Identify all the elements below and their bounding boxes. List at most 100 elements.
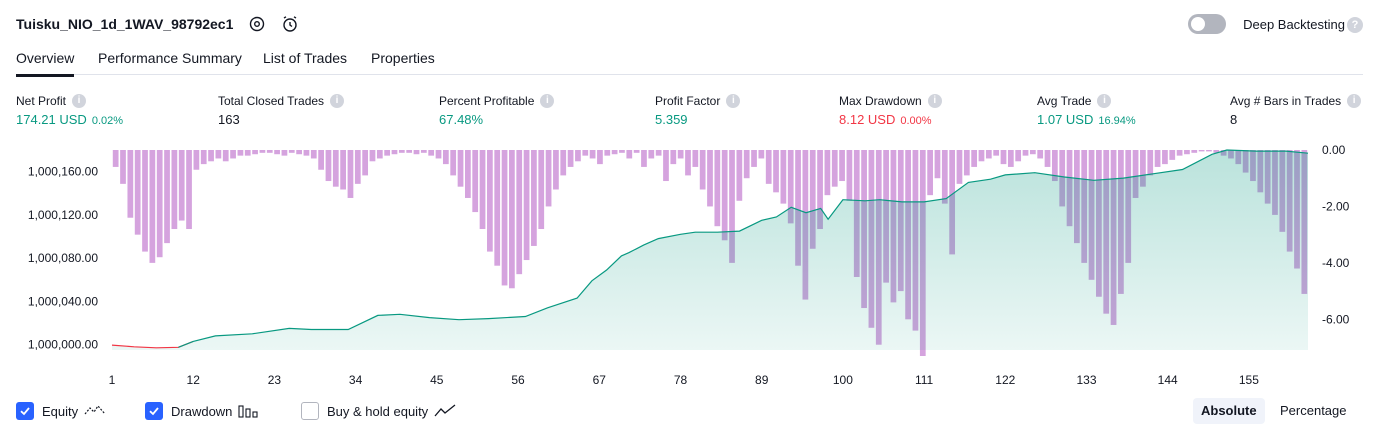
deep-backtesting-toggle[interactable] bbox=[1188, 14, 1226, 34]
stat-label: Profit Factor bbox=[655, 94, 721, 108]
strategy-title: Tuisku_NIO_1d_1WAV_98792ec1 bbox=[16, 16, 234, 32]
checkbox-unchecked-icon[interactable] bbox=[301, 402, 319, 420]
drawdown-bar bbox=[677, 150, 684, 159]
drawdown-bar bbox=[457, 150, 464, 187]
info-icon[interactable]: i bbox=[1097, 94, 1112, 108]
drawdown-bar bbox=[531, 150, 537, 246]
drawdown-bar bbox=[266, 150, 273, 153]
tab-list-of-trades[interactable]: List of Trades bbox=[263, 50, 348, 66]
stat-value: 5.359 bbox=[655, 112, 688, 127]
drawdown-bar bbox=[685, 150, 691, 176]
equity-drawdown-chart[interactable]: 1,000,000.00 1,000,040.00 1,000,080.00 1,00… bbox=[0, 140, 1379, 390]
drawdown-bar bbox=[714, 150, 721, 227]
info-icon[interactable]: i bbox=[1347, 94, 1362, 108]
drawdown-bar bbox=[1169, 150, 1176, 160]
drawdown-bar bbox=[523, 150, 530, 261]
info-icon[interactable]: i bbox=[330, 94, 345, 108]
drawdown-bar bbox=[332, 150, 339, 187]
drawdown-bar bbox=[971, 150, 978, 167]
drawdown-bar bbox=[582, 150, 589, 156]
drawdown-bar bbox=[516, 150, 523, 275]
drawdown-bar bbox=[729, 150, 735, 263]
stat-label: Avg Trade bbox=[1037, 94, 1092, 108]
drawdown-bar bbox=[442, 150, 449, 165]
drawdown-bar bbox=[927, 150, 933, 196]
settings-gear-icon[interactable] bbox=[247, 14, 267, 34]
drawdown-bar bbox=[134, 150, 141, 235]
drawdown-bar bbox=[809, 150, 816, 249]
percentage-toggle-button[interactable]: Percentage bbox=[1280, 403, 1347, 418]
left-axis-tick-label: 1,000,080.00 bbox=[28, 251, 98, 265]
tab-performance-summary[interactable]: Performance Summary bbox=[98, 50, 242, 66]
stat-label: Avg # Bars in Trades bbox=[1230, 94, 1342, 108]
drawdown-bar bbox=[127, 150, 134, 218]
drawdown-bar bbox=[230, 150, 236, 159]
x-axis-tick-label: 122 bbox=[995, 373, 1015, 387]
summary-stats: Net Profit i 174.21 USD 0.02% Total Closed… bbox=[0, 92, 1379, 132]
drawdown-bar bbox=[274, 150, 280, 155]
drawdown-bar bbox=[259, 150, 266, 153]
drawdown-bar bbox=[494, 150, 501, 266]
drawdown-bar bbox=[501, 150, 508, 286]
equity-checkbox[interactable]: Equity bbox=[16, 402, 106, 420]
drawdown-bar bbox=[1015, 150, 1022, 162]
drawdown-bar bbox=[509, 150, 515, 289]
drawdown-bar bbox=[663, 150, 669, 182]
drawdown-bar bbox=[941, 150, 948, 204]
stat-value: 67.48% bbox=[439, 112, 484, 127]
drawdown-bar bbox=[413, 150, 420, 155]
drawdown-bar bbox=[538, 150, 545, 230]
drawdown-bar bbox=[1132, 150, 1139, 198]
drawdown-bar bbox=[765, 150, 772, 184]
absolute-toggle-button[interactable]: Absolute bbox=[1193, 398, 1265, 424]
drawdown-bar bbox=[354, 150, 361, 184]
drawdown-bar bbox=[626, 150, 633, 159]
drawdown-bar bbox=[773, 150, 779, 193]
drawdown-bar bbox=[1191, 150, 1198, 153]
add-alert-clock-icon[interactable] bbox=[280, 14, 300, 34]
drawdown-bar bbox=[795, 150, 801, 266]
tab-properties[interactable]: Properties bbox=[371, 50, 435, 66]
tab-overview[interactable]: Overview bbox=[16, 50, 75, 77]
left-axis-tick-label: 1,000,000.00 bbox=[28, 338, 98, 352]
drawdown-bar bbox=[362, 150, 369, 176]
info-icon[interactable]: i bbox=[540, 94, 555, 108]
x-axis-tick-label: 12 bbox=[187, 373, 201, 387]
drawdown-bar bbox=[465, 150, 471, 198]
checkbox-checked-icon[interactable] bbox=[16, 402, 34, 420]
x-axis-tick-label: 45 bbox=[430, 373, 444, 387]
drawdown-bar bbox=[611, 150, 618, 155]
drawdown-bar bbox=[633, 150, 640, 153]
drawdown-bar bbox=[1022, 150, 1029, 156]
x-axis-tick-label: 111 bbox=[915, 373, 934, 387]
drawdown-bar bbox=[171, 150, 178, 230]
drawdown-bar bbox=[406, 150, 413, 153]
drawdown-bar bbox=[545, 150, 552, 207]
drawdown-bar bbox=[963, 150, 970, 176]
checkbox-checked-icon[interactable] bbox=[145, 402, 163, 420]
drawdown-bar bbox=[978, 150, 985, 162]
help-icon[interactable]: ? bbox=[1347, 17, 1363, 33]
drawdown-bar bbox=[1213, 150, 1220, 153]
drawdown-bar bbox=[817, 150, 823, 230]
stat-profit-factor: Profit Factor i 5.359 bbox=[655, 92, 741, 130]
drawdown-bar bbox=[310, 150, 317, 159]
drawdown-bar bbox=[619, 150, 625, 153]
drawdown-bar bbox=[567, 150, 574, 167]
buy-hold-equity-checkbox[interactable]: Buy & hold equity bbox=[301, 402, 456, 420]
drawdown-bar bbox=[472, 150, 479, 213]
x-axis-tick-label: 155 bbox=[1239, 373, 1259, 387]
info-icon[interactable]: i bbox=[927, 94, 942, 108]
drawdown-bar bbox=[560, 150, 567, 176]
drawdown-bar bbox=[376, 150, 383, 159]
drawdown-bar bbox=[1044, 150, 1051, 167]
left-axis-tick-label: 1,000,160.00 bbox=[28, 165, 98, 179]
info-icon[interactable]: i bbox=[726, 94, 741, 108]
drawdown-bar bbox=[149, 150, 156, 263]
drawdown-bar bbox=[178, 150, 185, 221]
x-axis-tick-label: 67 bbox=[593, 373, 607, 387]
left-axis-tick-label: 1,000,120.00 bbox=[28, 208, 98, 222]
equity-line-icon bbox=[84, 404, 106, 418]
drawdown-checkbox[interactable]: Drawdown bbox=[145, 402, 258, 420]
info-icon[interactable]: i bbox=[72, 94, 87, 108]
